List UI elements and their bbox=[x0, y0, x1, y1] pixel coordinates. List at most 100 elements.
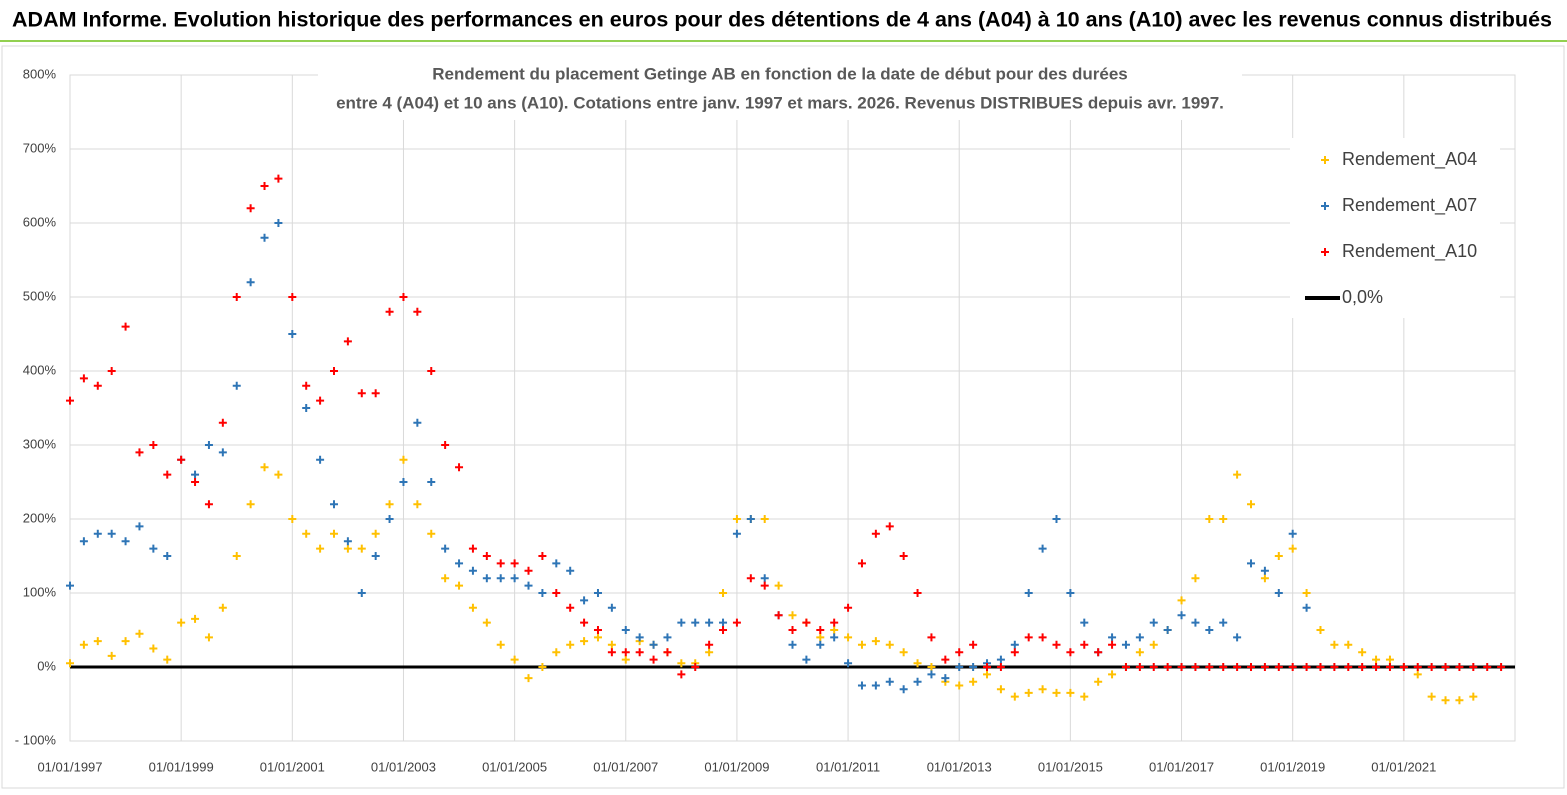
data-point bbox=[316, 544, 325, 553]
data-point bbox=[635, 648, 644, 657]
data-point bbox=[802, 618, 811, 627]
data-point bbox=[691, 663, 700, 671]
data-point bbox=[552, 559, 561, 568]
data-point bbox=[1038, 544, 1047, 553]
x-tick-label: 01/01/2003 bbox=[371, 759, 436, 774]
data-point bbox=[830, 633, 839, 642]
data-point bbox=[524, 566, 533, 575]
data-point bbox=[316, 396, 325, 405]
x-tick-label: 01/01/1997 bbox=[37, 759, 102, 774]
x-tick-label: 01/01/2001 bbox=[260, 759, 325, 774]
data-point bbox=[510, 559, 519, 568]
data-point bbox=[1052, 515, 1061, 523]
data-point bbox=[593, 589, 602, 597]
data-point bbox=[941, 674, 950, 683]
data-point bbox=[288, 293, 297, 301]
data-point bbox=[1302, 663, 1311, 671]
data-point bbox=[1149, 618, 1158, 627]
data-point bbox=[163, 470, 172, 479]
y-tick-label: 800% bbox=[23, 66, 57, 81]
data-point bbox=[441, 574, 450, 583]
data-point bbox=[399, 478, 408, 486]
x-tick-label: 01/01/1999 bbox=[149, 759, 214, 774]
data-point bbox=[1233, 663, 1242, 671]
data-point bbox=[1330, 640, 1339, 649]
data-point bbox=[844, 633, 853, 642]
data-point bbox=[885, 522, 894, 531]
data-point bbox=[552, 589, 561, 597]
data-point bbox=[1024, 688, 1033, 697]
data-point bbox=[385, 307, 394, 316]
data-point bbox=[885, 640, 894, 649]
data-point bbox=[1080, 692, 1089, 701]
data-point bbox=[1427, 692, 1436, 701]
data-point bbox=[1274, 552, 1283, 560]
data-point bbox=[1108, 633, 1117, 642]
data-point bbox=[732, 618, 741, 627]
data-point bbox=[857, 681, 866, 690]
data-point bbox=[830, 618, 839, 627]
data-point bbox=[1288, 544, 1297, 553]
data-point bbox=[760, 581, 769, 590]
data-point bbox=[621, 655, 630, 664]
data-point bbox=[955, 663, 964, 671]
data-point bbox=[316, 455, 325, 464]
data-point bbox=[663, 648, 672, 657]
data-point bbox=[246, 500, 255, 509]
data-point bbox=[969, 640, 978, 649]
legend-box bbox=[1290, 138, 1500, 318]
data-point bbox=[496, 574, 505, 583]
data-point bbox=[1483, 663, 1492, 671]
x-tick-label: 01/01/2009 bbox=[704, 759, 769, 774]
data-point bbox=[857, 640, 866, 649]
data-point bbox=[1177, 611, 1186, 620]
data-point bbox=[941, 655, 950, 664]
data-point bbox=[329, 500, 338, 509]
data-point bbox=[774, 581, 783, 590]
data-point bbox=[510, 655, 519, 664]
data-point bbox=[399, 293, 408, 301]
data-point bbox=[1247, 559, 1256, 568]
chart-subtitle: entre 4 (A04) et 10 ans (A10). Cotations… bbox=[336, 93, 1224, 112]
data-point bbox=[788, 611, 797, 620]
data-point bbox=[1247, 663, 1256, 671]
data-point bbox=[1274, 589, 1283, 597]
data-point bbox=[816, 626, 825, 634]
data-point bbox=[677, 659, 686, 668]
y-tick-label: 600% bbox=[23, 214, 57, 229]
data-point bbox=[455, 581, 464, 590]
data-point bbox=[899, 648, 908, 657]
data-point bbox=[913, 659, 922, 668]
data-point bbox=[1191, 663, 1200, 671]
data-point bbox=[441, 441, 450, 449]
data-point bbox=[1135, 633, 1144, 642]
data-point bbox=[1302, 589, 1311, 597]
data-point bbox=[774, 611, 783, 620]
data-point bbox=[969, 677, 978, 686]
data-point bbox=[413, 500, 422, 509]
data-point bbox=[357, 544, 366, 553]
data-point bbox=[274, 470, 283, 479]
legend-marker bbox=[1321, 156, 1329, 164]
data-point bbox=[871, 529, 880, 538]
data-point bbox=[482, 574, 491, 583]
data-point bbox=[1302, 603, 1311, 612]
data-point bbox=[204, 633, 213, 642]
data-point bbox=[663, 633, 672, 642]
data-point bbox=[621, 626, 630, 634]
data-point bbox=[177, 455, 186, 464]
data-point bbox=[1038, 685, 1047, 694]
legend-label: Rendement_A10 bbox=[1342, 241, 1477, 262]
data-point bbox=[1274, 663, 1283, 671]
data-point bbox=[1441, 696, 1450, 705]
data-point bbox=[857, 559, 866, 568]
data-point bbox=[385, 515, 394, 523]
x-tick-label: 01/01/2013 bbox=[927, 759, 992, 774]
data-point bbox=[1094, 677, 1103, 686]
data-point bbox=[996, 655, 1005, 664]
data-point bbox=[1372, 655, 1381, 664]
data-point bbox=[246, 204, 255, 213]
data-point bbox=[1163, 663, 1172, 671]
data-point bbox=[1149, 640, 1158, 649]
